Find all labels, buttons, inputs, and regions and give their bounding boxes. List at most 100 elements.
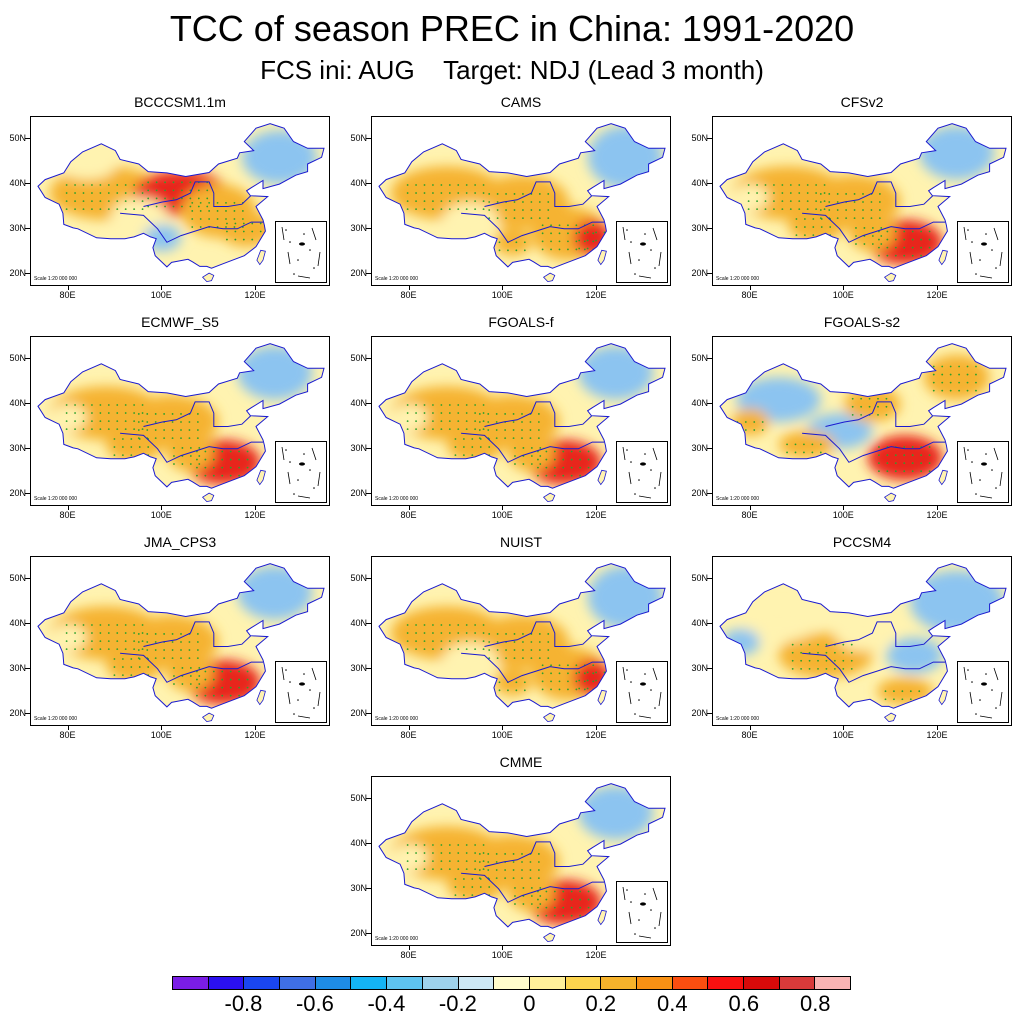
lon-tick: [596, 286, 597, 290]
panel-title: FGOALS-s2: [823, 314, 901, 330]
significance-dot: [124, 640, 127, 643]
significance-dot: [553, 914, 556, 917]
significance-dot: [65, 428, 68, 431]
significance-dot: [513, 657, 516, 660]
significance-dot: [806, 208, 809, 211]
river: [802, 212, 945, 243]
significance-dot: [903, 246, 906, 249]
colorbar-box: [422, 977, 459, 989]
significance-dot: [537, 429, 540, 431]
significance-dot: [815, 208, 818, 211]
significance-dot: [448, 860, 451, 863]
significance-dot: [121, 438, 124, 440]
lat-tick-label: 30N: [350, 882, 367, 893]
lat-tick-label: 40N: [350, 618, 367, 629]
significance-dot: [242, 238, 245, 241]
significance-dot: [124, 184, 127, 186]
correlation-blob: [241, 130, 317, 185]
page-title: TCC of season PREC in China: 1991-2020: [169, 8, 855, 49]
correlation-blob: [741, 606, 817, 642]
significance-dot: [221, 458, 224, 461]
island: [597, 249, 607, 266]
inset-island: [638, 919, 640, 921]
significance-dot: [920, 454, 923, 457]
significance-dot: [513, 649, 516, 651]
significance-dot: [539, 455, 542, 457]
inset-landmass: [299, 462, 305, 466]
significance-dot: [189, 667, 192, 669]
significance-dot: [949, 365, 952, 368]
significance-dot: [121, 666, 124, 668]
significance-dot: [825, 643, 828, 646]
map-panel: JMA_CPS3 50N 40N 30N 20N 80E 100E 120E Scale 1:2…: [0, 534, 345, 754]
significance-dot: [198, 667, 201, 669]
inset-island: [995, 707, 997, 709]
significance-dot: [592, 664, 595, 667]
significance-dot: [578, 231, 581, 234]
significance-dot: [579, 466, 582, 469]
significance-dot: [806, 200, 809, 203]
lat-tick: [366, 138, 371, 140]
significance-dot: [82, 208, 85, 211]
colorbar-box: [565, 977, 602, 989]
significance-dot: [113, 674, 116, 677]
significance-dot: [465, 648, 468, 651]
significance-dot: [756, 200, 758, 203]
significance-dot: [812, 226, 815, 228]
significance-dot: [558, 248, 561, 251]
significance-dot: [487, 869, 490, 871]
lon-tick: [749, 726, 751, 730]
scale-text: Scale 1:20 000 000: [34, 496, 78, 502]
significance-dot: [515, 689, 518, 692]
significance-dot: [474, 632, 477, 634]
significance-dot: [196, 694, 198, 697]
lon-tick-label: 100E: [491, 730, 513, 740]
significance-dot: [537, 898, 539, 901]
significance-dot: [163, 429, 166, 431]
significance-dot: [842, 651, 845, 654]
significance-dot: [521, 877, 523, 880]
significance-dot: [99, 420, 102, 423]
correlation-blob: [447, 426, 504, 463]
significance-dot: [842, 667, 845, 670]
significance-dot: [966, 381, 969, 384]
significance-dot: [238, 466, 241, 469]
significance-dot: [138, 658, 141, 660]
inset-island: [313, 487, 315, 489]
significance-dot: [808, 651, 811, 654]
significance-dot: [242, 230, 245, 233]
correlation-blob: [442, 642, 499, 678]
significance-dot: [172, 189, 175, 192]
significance-dot: [130, 658, 133, 660]
significance-dot: [474, 208, 477, 211]
inset-island: [293, 713, 295, 715]
inset-island: [303, 233, 305, 235]
significance-dot: [196, 641, 199, 643]
correlation-blob: [447, 866, 504, 903]
significance-dot: [538, 649, 541, 651]
significance-dot: [196, 686, 198, 689]
lon-tick-label: 100E: [832, 730, 854, 740]
significance-dot: [415, 868, 417, 871]
significance-dot: [474, 624, 477, 626]
significance-dot: [800, 643, 803, 646]
lat-tick-label: 20N: [9, 487, 26, 498]
lat-tick: [366, 623, 371, 625]
significance-dot: [538, 193, 541, 195]
significance-dot: [482, 412, 485, 414]
significance-dot: [562, 474, 565, 477]
significance-dot: [189, 205, 192, 208]
significance-dot: [141, 648, 144, 651]
significance-dot: [487, 429, 490, 431]
river: [461, 652, 604, 683]
lat-tick-label: 50N: [9, 573, 26, 584]
correlation-blob: [166, 655, 214, 692]
significance-dot: [851, 413, 854, 416]
significance-dot: [206, 189, 209, 192]
significance-dot: [181, 667, 184, 669]
significance-dot: [587, 914, 590, 917]
significance-dot: [171, 421, 174, 423]
inset-island: [967, 669, 969, 671]
significance-dot: [212, 474, 215, 477]
significance-dot: [530, 887, 533, 889]
